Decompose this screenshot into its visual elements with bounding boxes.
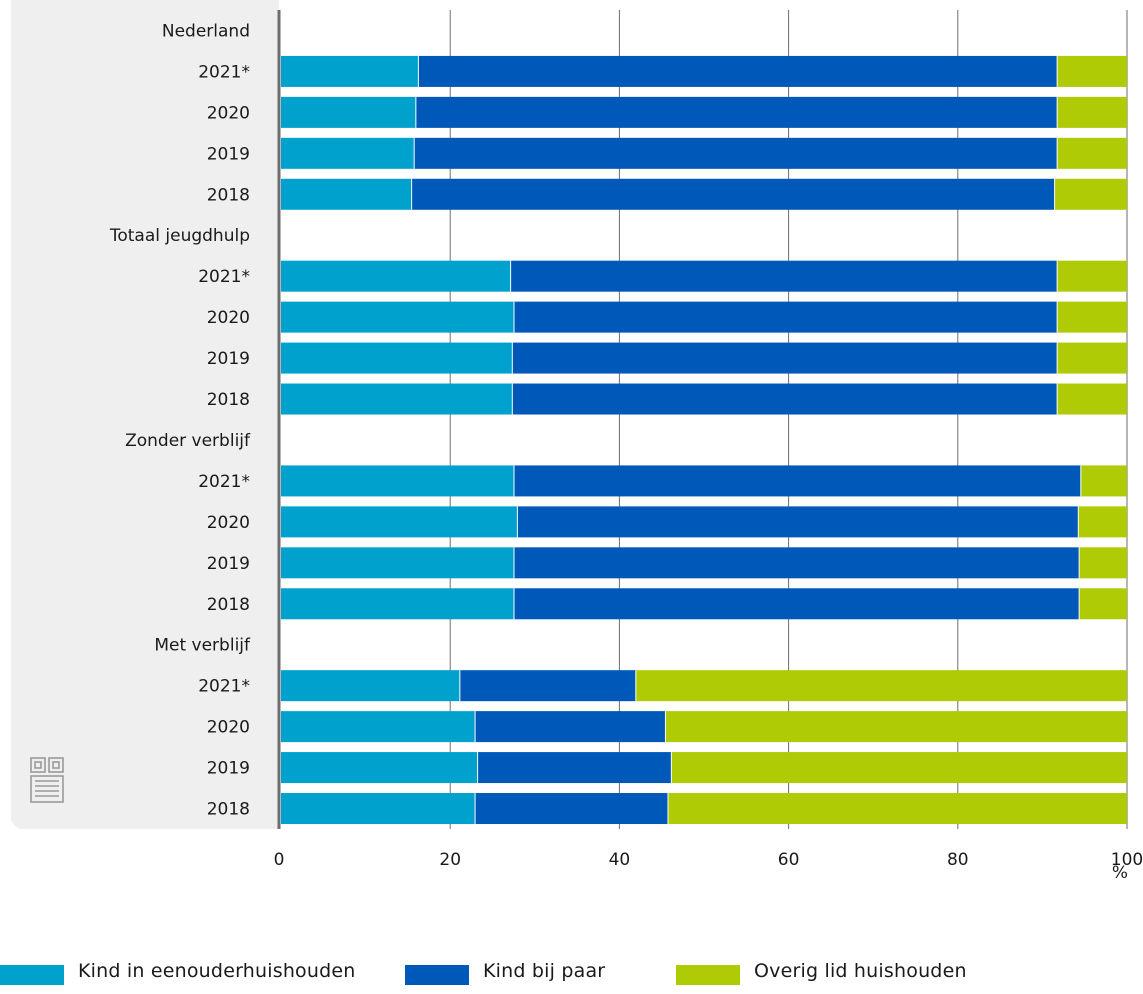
bar-segment-overig-lid-huishouden [1057,137,1127,169]
legend-label-kind-bij-paar: Kind bij paar [483,960,606,982]
group-label: Nederland [162,21,250,41]
bar-segment-kind-in-eenouderhuishouden [281,178,413,210]
year-label: 2018 [207,595,250,615]
bar-segment-kind-in-eenouderhuishouden [281,342,513,374]
bar-segment-kind-bij-paar [514,301,1058,333]
bar-segment-overig-lid-huishouden [636,670,1127,702]
bar-segment-overig-lid-huishouden [665,711,1127,743]
year-label: 2021* [198,62,250,82]
group-label: Totaal jeugdhulp [109,226,250,246]
bar-segment-kind-in-eenouderhuishouden [281,670,461,702]
bar-segment-kind-bij-paar [475,711,666,743]
bar-segment-kind-in-eenouderhuishouden [281,506,518,538]
row-labels: Nederland 2021* 2020 2019 2018 Totaal jeugdhu… [109,21,251,819]
bar-segment-kind-bij-paar [414,137,1058,169]
legend-swatch-kind-in-eenouderhuishouden [0,965,64,985]
bar-segment-kind-bij-paar [514,465,1082,497]
bar-segment-overig-lid-huishouden [668,793,1127,825]
x-tick-label: 0 [274,850,285,870]
x-tick-label: 40 [609,850,631,870]
bar-segment-kind-bij-paar [512,342,1058,374]
bar-segment-overig-lid-huishouden [1057,383,1127,415]
year-label: 2019 [207,144,250,164]
year-label: 2021* [198,472,250,492]
legend-swatch-kind-bij-paar [405,965,469,985]
bar-segment-overig-lid-huishouden [1079,588,1127,620]
bar-segment-kind-in-eenouderhuishouden [281,793,476,825]
x-tick-label: 60 [778,850,800,870]
bar-segment-kind-in-eenouderhuishouden [281,137,415,169]
bar-segment-kind-in-eenouderhuishouden [281,752,479,784]
bar-segment-overig-lid-huishouden [1057,96,1127,128]
bar-segment-kind-bij-paar [478,752,672,784]
bar-segment-overig-lid-huishouden [1078,506,1127,538]
bar-segment-kind-bij-paar [514,588,1080,620]
year-label: 2018 [207,185,250,205]
x-tick-label: 80 [947,850,969,870]
bar-segment-overig-lid-huishouden [1057,342,1127,374]
bar-segment-kind-in-eenouderhuishouden [281,711,476,743]
group-label: Met verblijf [154,636,251,656]
bar-segment-kind-in-eenouderhuishouden [281,383,513,415]
bars [281,55,1127,825]
bar-segment-kind-bij-paar [511,260,1058,292]
year-label: 2018 [207,390,250,410]
x-tick-label: 100 [1111,850,1143,870]
legend-label-kind-in-eenouderhuishouden: Kind in eenouderhuishouden [78,960,356,982]
year-label: 2018 [207,800,250,820]
year-label: 2019 [207,554,250,574]
bar-segment-kind-bij-paar [416,96,1058,128]
x-axis-ticks: 0 20 40 60 80 100 [274,850,1143,870]
bar-segment-kind-in-eenouderhuishouden [281,301,515,333]
bar-segment-overig-lid-huishouden [1079,547,1127,579]
bar-segment-kind-in-eenouderhuishouden [281,55,419,87]
bar-segment-kind-bij-paar [412,178,1056,210]
bar-segment-overig-lid-huishouden [1057,55,1127,87]
year-label: 2019 [207,759,250,779]
bar-segment-overig-lid-huishouden [671,752,1127,784]
group-label: Zonder verblijf [125,431,251,451]
bar-segment-overig-lid-huishouden [1081,465,1127,497]
year-label: 2021* [198,267,250,287]
x-axis-unit-label: % [1112,863,1128,883]
bar-segment-kind-in-eenouderhuishouden [281,465,515,497]
year-label: 2020 [207,103,250,123]
bar-segment-kind-bij-paar [512,383,1058,415]
category-label-panel [11,0,279,829]
bar-segment-kind-in-eenouderhuishouden [281,588,515,620]
year-label: 2021* [198,677,250,697]
x-tick-label: 20 [439,850,461,870]
bar-segment-kind-in-eenouderhuishouden [281,96,417,128]
legend-swatch-overig-lid-huishouden [676,965,740,985]
year-label: 2020 [207,513,250,533]
bar-segment-overig-lid-huishouden [1055,178,1127,210]
bar-segment-kind-in-eenouderhuishouden [281,260,512,292]
year-label: 2019 [207,349,250,369]
bar-segment-kind-bij-paar [460,670,637,702]
year-label: 2020 [207,718,250,738]
year-label: 2020 [207,308,250,328]
bar-segment-kind-bij-paar [514,547,1080,579]
bar-segment-overig-lid-huishouden [1057,260,1127,292]
cbs-logo-icon [30,757,64,803]
bar-segment-kind-bij-paar [418,55,1058,87]
bar-segment-kind-bij-paar [475,793,669,825]
bar-segment-kind-bij-paar [517,506,1079,538]
grid-lines [449,10,1128,829]
bar-segment-kind-in-eenouderhuishouden [281,547,515,579]
legend-label-overig-lid-huishouden: Overig lid huishouden [754,960,967,982]
bar-segment-overig-lid-huishouden [1057,301,1127,333]
